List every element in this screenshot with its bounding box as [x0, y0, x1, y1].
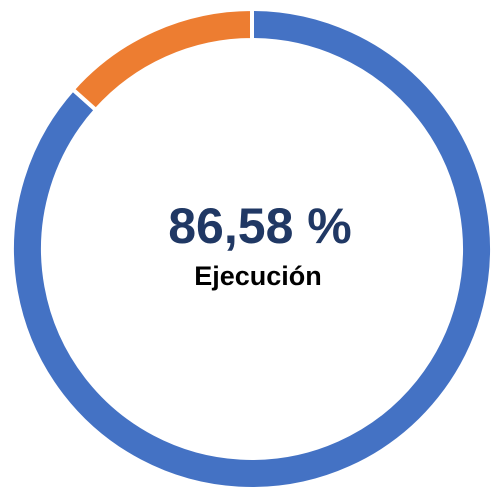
- donut: [10, 6, 492, 489]
- donut-segment: [69, 6, 254, 113]
- donut-segment: [10, 6, 492, 489]
- center-value-label: 86,58 %: [168, 198, 351, 254]
- center-caption: Ejecución: [194, 261, 322, 291]
